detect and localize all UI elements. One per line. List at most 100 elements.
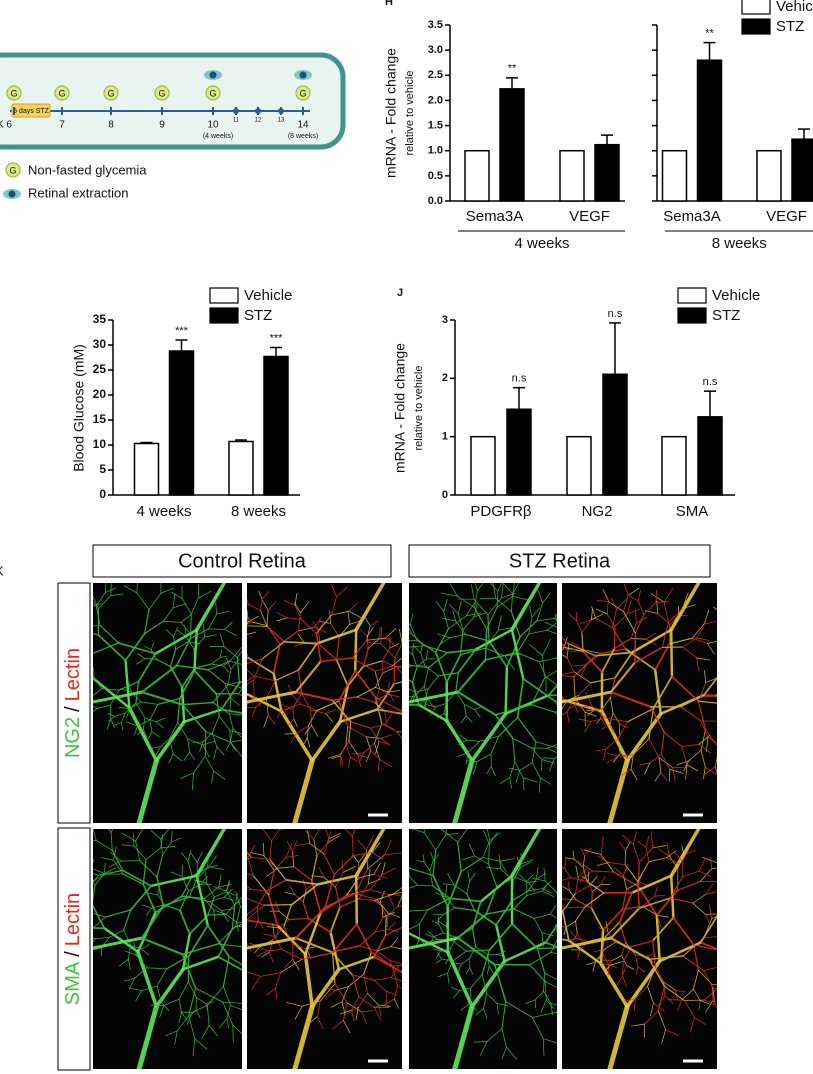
vessel [260,972,282,977]
vessel [573,676,576,699]
vessel [562,648,577,651]
vessel [409,632,412,635]
vessel [136,592,150,610]
vessel [562,690,613,704]
y-tick-label: 2 [442,372,448,384]
vessel [249,851,265,856]
vessel [617,738,621,754]
vessel [542,888,552,894]
vessel [448,897,482,903]
vessel [735,956,748,984]
vessel [473,761,478,775]
vessel [169,648,177,668]
vessel [397,905,402,907]
vessel [726,637,731,666]
vessel [609,661,636,694]
vessel [424,665,439,677]
vessel [706,642,715,655]
vessel [409,870,410,878]
vessel [522,777,525,791]
vessel [481,949,490,975]
vessel [475,1008,484,1016]
vessel [301,737,308,748]
bar [602,373,628,496]
vessel [635,610,637,624]
vessel [637,590,641,602]
vessel [562,936,613,950]
vessel [39,668,52,670]
vessel [586,961,596,966]
vessel [689,1017,695,1033]
vessel [371,842,381,853]
vessel [592,708,603,712]
vessel [453,990,460,999]
vessel [440,948,451,952]
vessel [229,713,234,729]
vessel [586,880,605,894]
legend-swatch [741,18,771,35]
vessel [285,854,299,858]
vessel [282,707,289,716]
vessel [181,953,197,989]
vessel [465,715,473,723]
vessel [295,725,309,735]
vessel [150,830,162,840]
vessel [590,907,604,931]
vessel [582,866,588,882]
vessel [643,1010,659,1025]
legend-swatch [741,0,771,15]
vessel [606,613,616,627]
vessel [697,700,717,704]
vessel [427,675,439,690]
vessel [496,1003,499,1015]
vessel [140,691,184,706]
vessel [494,923,506,963]
vessel [623,594,629,612]
vessel [187,860,193,877]
vessel [488,640,508,668]
vessel [113,722,122,726]
vessel [584,847,592,857]
vessel [97,634,127,662]
vessel [503,941,547,963]
vessel [603,964,612,973]
vessel [188,878,198,898]
vessel [449,583,458,597]
vessel [698,870,712,877]
vessel [535,873,547,880]
vessel [610,960,624,966]
vessel [381,861,386,876]
vessel [787,683,802,691]
vessel [239,687,242,691]
vessel [293,642,305,647]
vessel [367,638,380,649]
vessel [261,641,285,660]
vessel [553,755,557,759]
vessel [365,750,372,763]
legend-swatch [677,307,707,324]
vessel [136,728,144,736]
vessel [456,658,487,694]
row-header-part: Lectin [62,648,84,701]
vessel [281,948,303,960]
vessel [135,840,141,861]
vessel [317,1000,321,1017]
vessel [162,620,182,623]
vessel [301,1000,321,1007]
vessel [247,621,253,625]
vessel [323,853,335,876]
vessel [623,864,629,876]
vessel [93,904,106,930]
vessel [389,959,395,972]
vessel [300,703,318,711]
vessel [699,1000,710,1005]
vessel [473,709,481,718]
vessel [199,741,204,752]
vessel [648,708,654,740]
vessel [283,958,294,969]
vessel [278,829,285,830]
vessel [451,939,467,952]
week-dot [278,108,284,114]
vessel [703,970,714,989]
